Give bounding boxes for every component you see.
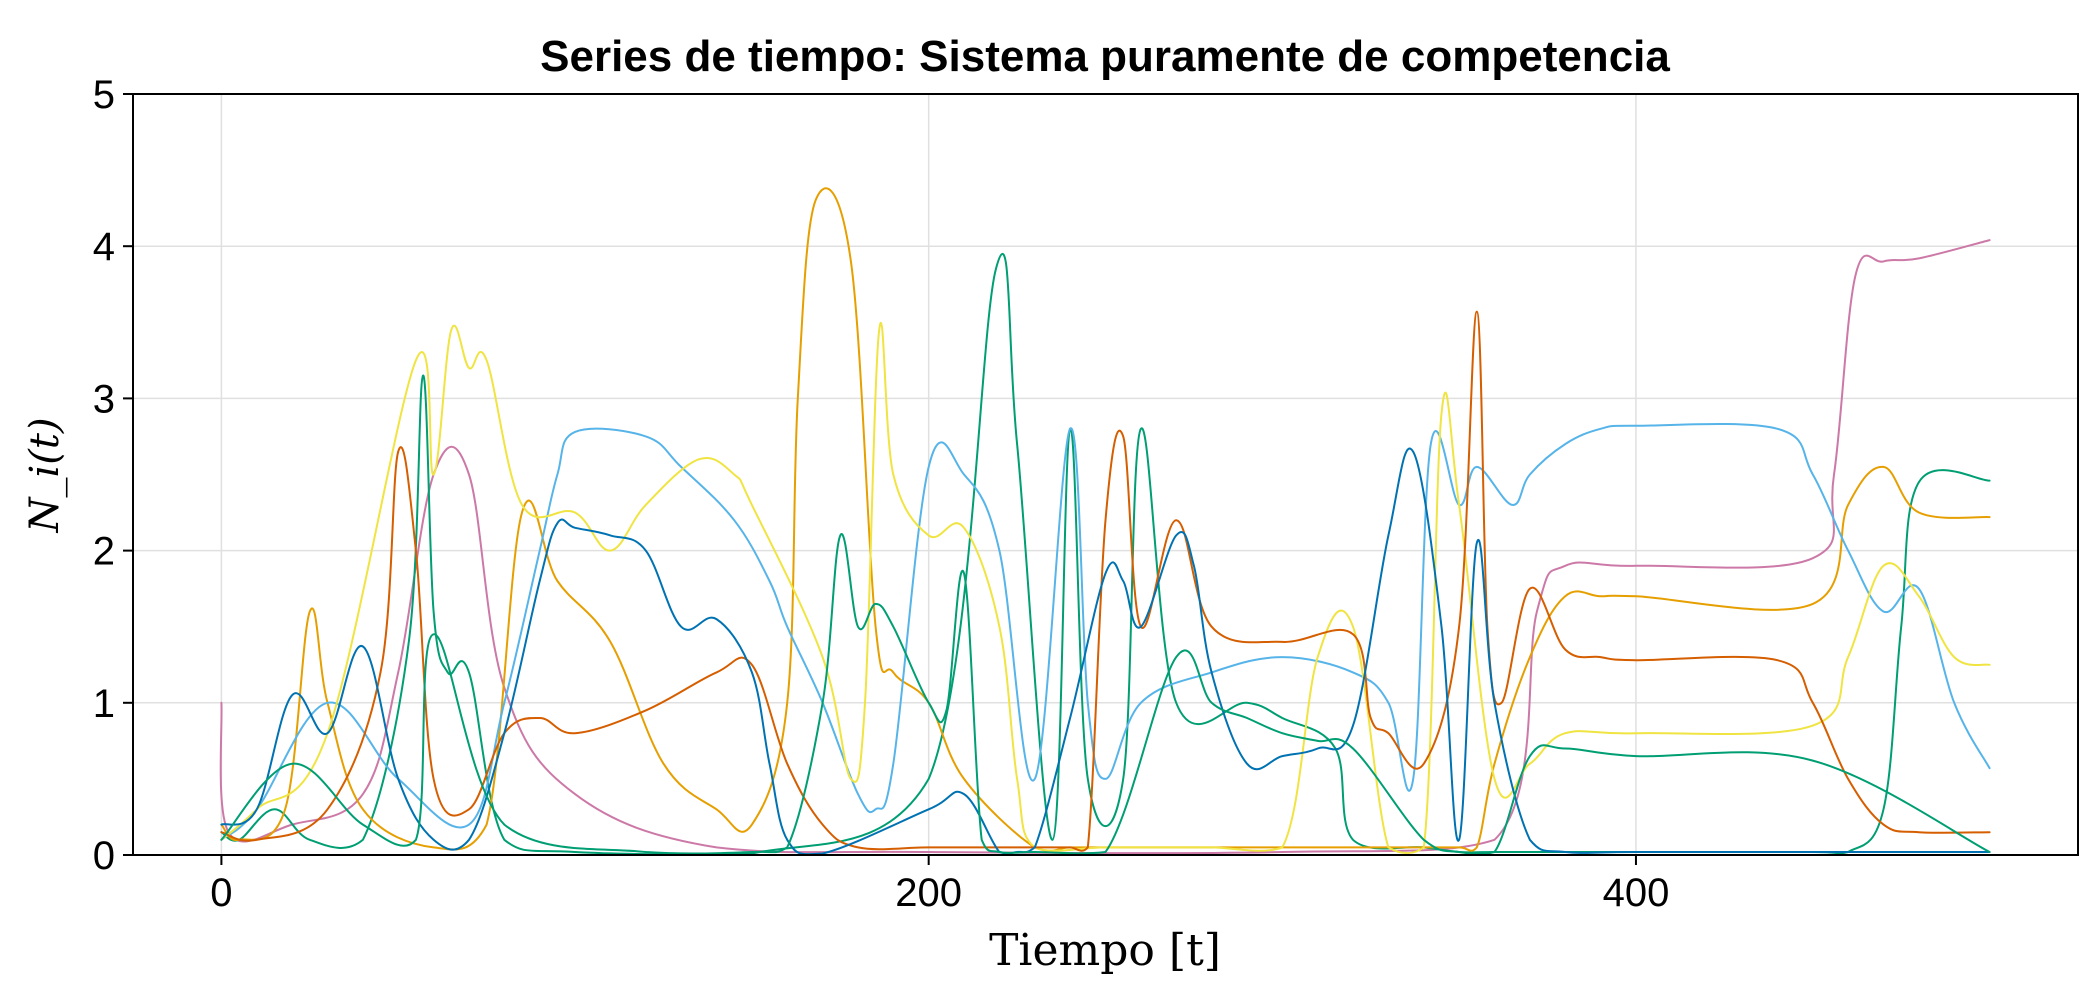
plot-frame	[132, 93, 2079, 856]
axis-ticks: 0 200 400 0 1 2 3 4 5	[93, 73, 1670, 915]
chart-title: Series de tiempo: Sistema puramente de c…	[540, 32, 1670, 81]
series-line-6	[220, 310, 1991, 852]
x-tick-label: 400	[1603, 871, 1670, 915]
y-tick-label: 0	[93, 834, 115, 878]
x-tick-label: 200	[895, 871, 962, 915]
grid-lines	[133, 93, 2078, 856]
y-axis-label: N_i(t)	[22, 417, 68, 533]
series-line-3	[220, 187, 1991, 852]
y-tick-label: 1	[93, 682, 115, 726]
series-line-2	[220, 252, 1991, 856]
series-line-4	[220, 422, 1991, 841]
x-tick-label: 0	[210, 871, 232, 915]
series-lines	[219, 187, 1991, 856]
series-line-7	[220, 447, 1991, 856]
series-line-1	[219, 239, 1991, 855]
y-tick-label: 3	[93, 377, 115, 421]
y-tick-label: 2	[93, 530, 115, 574]
y-tick-label: 5	[93, 73, 115, 117]
series-line-8	[220, 533, 1991, 855]
x-axis-label: Tiempo [t]	[989, 925, 1221, 976]
y-tick-label: 4	[93, 225, 115, 269]
y-axis-label-group: N_i(t)	[22, 417, 68, 533]
